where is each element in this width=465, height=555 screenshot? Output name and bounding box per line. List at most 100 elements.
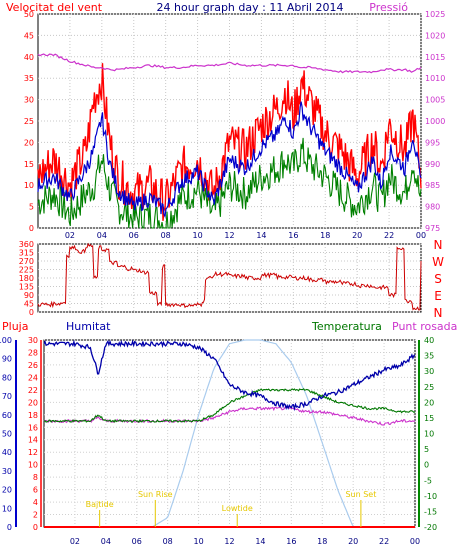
x-tick-label: 08 bbox=[163, 537, 173, 546]
wind-tick-label: 45 bbox=[24, 31, 34, 40]
pressure-tick-label: 990 bbox=[425, 160, 440, 169]
wind-tick-label: 50 bbox=[24, 10, 34, 19]
x-tick-label: 08 bbox=[161, 231, 171, 240]
direction-line bbox=[37, 242, 422, 311]
x-tick-label: 02 bbox=[65, 231, 75, 240]
rain-tick-label: 24 bbox=[28, 373, 38, 382]
humidity-tick-label: 70 bbox=[2, 392, 12, 401]
temperature-tick-label: 15 bbox=[424, 414, 434, 423]
direction-tick-label: 225 bbox=[19, 266, 34, 275]
x-tick-label: 18 bbox=[320, 231, 330, 240]
direction-tick-label: 135 bbox=[19, 283, 34, 292]
pressure-tick-label: 1000 bbox=[425, 117, 445, 126]
rain-tick-label: 14 bbox=[28, 436, 38, 445]
wind-tick-label: 25 bbox=[24, 117, 34, 126]
rain-tick-label: 22 bbox=[28, 386, 38, 395]
compass-label: S bbox=[434, 272, 442, 286]
x-tick-label: 06 bbox=[132, 537, 142, 546]
x-tick-label: 06 bbox=[129, 231, 139, 240]
rain-tick-label: 6 bbox=[33, 486, 38, 495]
x-tick-label: 12 bbox=[224, 537, 234, 546]
chart-title: 24 hour graph day : 11 Abril 2014 bbox=[157, 1, 344, 14]
x-tick-label: 22 bbox=[379, 537, 389, 546]
direction-tick-label: 90 bbox=[24, 291, 34, 300]
annotation-label: Bajtide bbox=[86, 500, 114, 509]
wind-avg-line bbox=[37, 101, 422, 219]
x-tick-label: 18 bbox=[317, 537, 327, 546]
x-tick-label: 20 bbox=[348, 537, 358, 546]
temperature-tick-label: 10 bbox=[424, 430, 434, 439]
pressure-tick-label: 980 bbox=[425, 203, 440, 212]
x-tick-label: 04 bbox=[101, 537, 111, 546]
direction-tick-label: 180 bbox=[19, 274, 34, 283]
wind-tick-label: 35 bbox=[24, 74, 34, 83]
rain-tick-label: 8 bbox=[33, 473, 38, 482]
rain-tick-label: 18 bbox=[28, 411, 38, 420]
compass-label: W bbox=[432, 255, 444, 269]
temperature-tick-label: 25 bbox=[424, 383, 434, 392]
annotation-label: Sun Rise bbox=[138, 490, 173, 499]
humidity-tick-label: 20 bbox=[2, 486, 12, 495]
x-tick-label: 10 bbox=[193, 537, 203, 546]
direction-tick-label: 360 bbox=[19, 240, 34, 249]
humidity-tick-label: 0 bbox=[7, 523, 12, 532]
wind-axis-title: Velocitat del vent bbox=[6, 1, 103, 14]
rain-tick-label: 28 bbox=[28, 348, 38, 357]
wind-tick-label: 5 bbox=[29, 203, 34, 212]
pressure-tick-label: 1010 bbox=[425, 74, 445, 83]
x-tick-label: 02 bbox=[70, 537, 80, 546]
rain-axis-title: Pluja bbox=[2, 320, 28, 333]
x-tick-label: 22 bbox=[384, 231, 394, 240]
humidity-tick-label: 40 bbox=[2, 448, 12, 457]
pressure-tick-label: 985 bbox=[425, 181, 440, 190]
temperature-tick-label: -10 bbox=[424, 492, 437, 501]
humidity-tick-label: 100 bbox=[0, 336, 12, 345]
direction-tick-label: 45 bbox=[24, 300, 34, 309]
x-tick-label: 16 bbox=[288, 231, 298, 240]
direction-tick-label: 270 bbox=[19, 257, 34, 266]
rain-tick-label: 30 bbox=[28, 336, 38, 345]
humidity-tick-label: 80 bbox=[2, 373, 12, 382]
rain-tick-label: 10 bbox=[28, 461, 38, 470]
rain-tick-label: 20 bbox=[28, 398, 38, 407]
humidity-tick-label: 10 bbox=[2, 504, 12, 513]
temperature-axis-title: Temperatura bbox=[311, 320, 382, 333]
temperature-tick-label: -20 bbox=[424, 523, 437, 532]
temperature-tick-label: 5 bbox=[424, 445, 429, 454]
rain-tick-label: 12 bbox=[28, 448, 38, 457]
pressure-axis-title: Pressió bbox=[369, 1, 408, 14]
temperature-tick-label: 40 bbox=[424, 336, 434, 345]
pressure-tick-label: 1020 bbox=[425, 31, 445, 40]
wind-tick-label: 0 bbox=[29, 224, 34, 233]
wind-min-line bbox=[37, 137, 422, 229]
compass-label: N bbox=[434, 238, 443, 252]
x-tick-label: 00 bbox=[416, 231, 426, 240]
x-tick-label: 14 bbox=[255, 537, 265, 546]
x-tick-label: 10 bbox=[192, 231, 202, 240]
compass-label: E bbox=[434, 289, 442, 303]
pressure-line bbox=[37, 53, 422, 74]
rain-tick-label: 16 bbox=[28, 423, 38, 432]
temperature-tick-label: -15 bbox=[424, 507, 437, 516]
wind-tick-label: 40 bbox=[24, 53, 34, 62]
rain-tick-label: 4 bbox=[33, 498, 38, 507]
humidity-tick-label: 90 bbox=[2, 355, 12, 364]
dewpoint-axis-title: Punt rosada bbox=[392, 320, 457, 333]
x-tick-label: 20 bbox=[352, 231, 362, 240]
wind-tick-label: 10 bbox=[24, 181, 34, 190]
pressure-tick-label: 1025 bbox=[425, 10, 445, 19]
temperature-tick-label: 35 bbox=[424, 352, 434, 361]
rain-tick-label: 26 bbox=[28, 361, 38, 370]
temperature-tick-label: 0 bbox=[424, 461, 429, 470]
x-tick-label: 12 bbox=[224, 231, 234, 240]
x-tick-label: 14 bbox=[256, 231, 266, 240]
pressure-tick-label: 995 bbox=[425, 138, 440, 147]
annotation-label: Lowtide bbox=[222, 504, 253, 513]
annotation-label: Sun Set bbox=[345, 490, 376, 499]
rain-tick-label: 0 bbox=[33, 523, 38, 532]
wind-tick-label: 20 bbox=[24, 138, 34, 147]
temperature-tick-label: 30 bbox=[424, 367, 434, 376]
pressure-tick-label: 975 bbox=[425, 224, 440, 233]
